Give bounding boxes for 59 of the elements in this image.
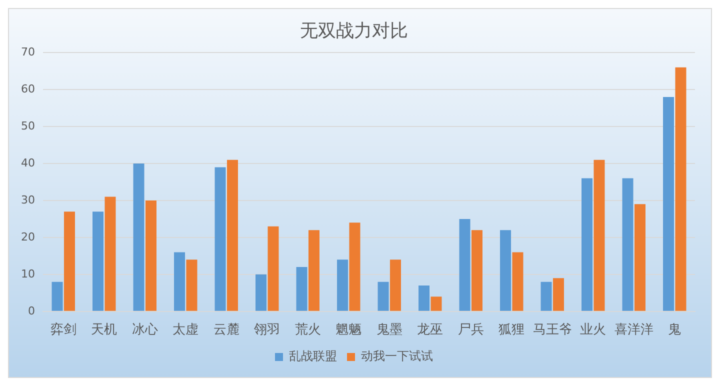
y-tick-label: 30	[20, 193, 35, 206]
x-tick-label: 鬼	[668, 322, 682, 338]
x-tick-label: 天机	[91, 322, 118, 338]
bar	[214, 167, 226, 311]
y-tick-label: 0	[28, 304, 35, 318]
bar	[378, 282, 389, 311]
x-tick-label: 马王爷	[532, 322, 572, 338]
bar	[349, 222, 360, 311]
x-tick-label: 云麓	[213, 322, 240, 338]
bar	[337, 260, 348, 311]
bar	[512, 252, 524, 311]
bar	[471, 230, 482, 311]
y-tick-label: 10	[20, 267, 35, 280]
x-tick-label: 喜洋洋	[614, 322, 654, 338]
bar	[92, 212, 104, 311]
bar	[634, 204, 646, 311]
x-tick-label: 魍魉	[336, 322, 362, 338]
bar	[540, 282, 552, 311]
bar	[104, 196, 116, 311]
x-tick-label: 鬼墨	[376, 322, 402, 338]
bar	[430, 296, 442, 311]
y-tick-label: 20	[20, 230, 35, 244]
bar	[552, 278, 564, 311]
bar	[133, 164, 144, 311]
legend-label: 乱战联盟	[289, 349, 337, 364]
x-tick-label: 弈剑	[50, 322, 76, 338]
bar	[582, 178, 593, 311]
bar	[268, 226, 279, 311]
chart-title: 无双战力对比	[300, 20, 408, 42]
bar	[459, 218, 470, 311]
x-tick-label: 荒火	[294, 322, 321, 338]
bar	[145, 200, 156, 311]
bar	[174, 252, 186, 311]
y-tick-label: 60	[20, 82, 35, 96]
bar	[500, 230, 512, 311]
bar	[622, 178, 634, 311]
x-tick-label: 冰心	[132, 322, 158, 338]
legend-label: 动我一下试试	[361, 349, 433, 364]
bar	[186, 260, 198, 311]
y-tick-label: 40	[20, 156, 35, 170]
bar	[675, 67, 686, 311]
x-tick-label: 翎羽	[253, 322, 280, 338]
bar	[663, 96, 674, 311]
bar	[390, 260, 401, 311]
bar	[256, 274, 267, 311]
bar	[418, 286, 430, 311]
bar	[308, 230, 320, 311]
bar	[296, 267, 308, 311]
y-tick-label: 70	[20, 45, 35, 58]
bar	[594, 160, 605, 311]
x-tick-label: 龙巫	[417, 322, 444, 338]
bar	[64, 212, 75, 311]
bar	[52, 282, 63, 311]
x-tick-label: 狐狸	[498, 322, 525, 338]
x-tick-label: 太虚	[172, 322, 199, 338]
y-tick-label: 50	[20, 119, 35, 132]
x-tick-label: 业火	[580, 322, 606, 338]
bar	[226, 160, 238, 311]
x-tick-label: 尸兵	[458, 322, 484, 338]
